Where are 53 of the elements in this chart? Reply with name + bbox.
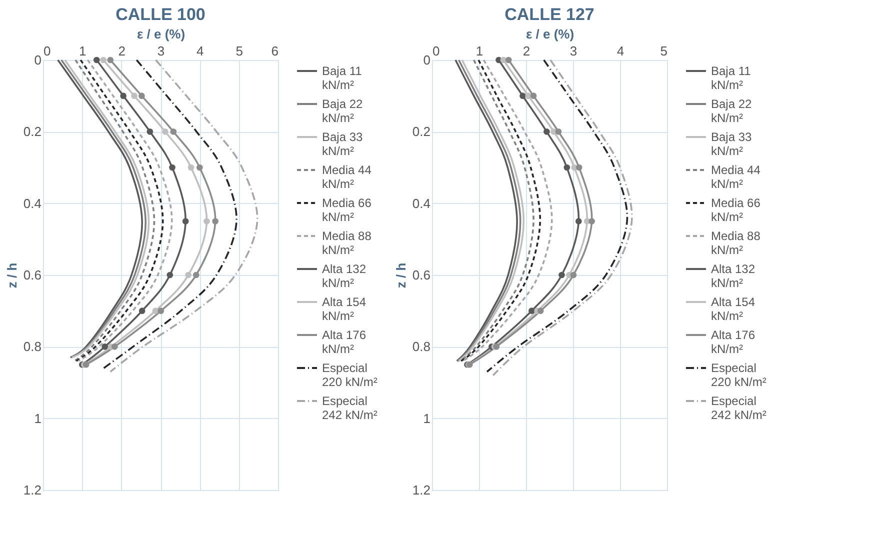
y-tick-label: 0.4 [23, 196, 42, 211]
legend-label: Media 88 kN/m² [322, 229, 372, 257]
x-axis-title: ε / e (%) [526, 26, 574, 42]
y-tick-label: 1 [34, 410, 42, 426]
y-axis-title: z / h [4, 262, 20, 288]
legend-label: Especial 220 kN/m² [322, 361, 378, 389]
x-tick-label: 5 [236, 44, 243, 58]
x-tick-label: 2 [522, 44, 530, 58]
y-tick-label: 0.8 [23, 339, 42, 354]
legend-label: Media 44 kN/m² [711, 163, 761, 191]
legend-label: Media 66 kN/m² [322, 196, 372, 224]
x-tick-label: 3 [157, 44, 165, 58]
chart-title: CALLE 127 [504, 5, 594, 24]
y-tick-label: 0.6 [412, 268, 430, 282]
legend-label: Baja 33 kN/m² [322, 130, 364, 158]
y-tick-label: 1.2 [23, 482, 42, 498]
y-tick-label: 0.4 [412, 196, 430, 211]
x-tick-label: 4 [616, 44, 624, 58]
x-axis-title: ε / e (%) [136, 26, 186, 42]
legend-label: Especial 242 kN/m² [322, 394, 378, 422]
x-tick-label: 2 [118, 44, 126, 58]
legend-label: Alta 176 kN/m² [322, 328, 366, 356]
y-tick-label: 0.2 [23, 124, 42, 140]
legend-label: Media 66 kN/m² [711, 196, 761, 224]
y-tick-label: 0.6 [23, 268, 42, 282]
legend-label: Media 44 kN/m² [322, 163, 372, 191]
y-tick-label: 0.2 [412, 124, 430, 140]
x-tick-label: 6 [271, 44, 278, 58]
x-tick-label: 1 [79, 44, 86, 58]
x-tick-label: 1 [476, 44, 484, 58]
legend-label: Baja 22 kN/m² [322, 97, 364, 125]
legend-label: Baja 11 kN/m² [322, 64, 362, 92]
legend-label: Especial 220 kN/m² [711, 361, 766, 389]
legend-label: Baja 22 kN/m² [711, 97, 752, 125]
x-tick-label: 0 [44, 44, 51, 58]
legend-label: Baja 33 kN/m² [711, 130, 752, 158]
legend-label: Alta 176 kN/m² [711, 328, 756, 356]
y-tick-label: 1 [423, 410, 430, 426]
chart-title: CALLE 100 [116, 5, 206, 24]
x-tick-label: 3 [570, 44, 578, 58]
x-tick-label: 4 [196, 44, 204, 58]
x-tick-label: 0 [432, 44, 440, 58]
legend-label: Alta 154 kN/m² [322, 295, 366, 323]
legend-label: Baja 11 kN/m² [711, 64, 752, 92]
legend-label: Media 88 kN/m² [711, 229, 761, 257]
legend-label: Especial 242 kN/m² [711, 394, 766, 422]
legend-label: Alta 132 kN/m² [322, 262, 366, 290]
x-tick-label: 5 [660, 44, 668, 58]
y-tick-label: 1.2 [412, 482, 430, 498]
legend-label: Alta 132 kN/m² [711, 262, 756, 290]
y-tick-label: 0.8 [412, 339, 430, 354]
legend-label: Alta 154 kN/m² [711, 295, 756, 323]
y-axis-title: z / h [393, 262, 408, 288]
